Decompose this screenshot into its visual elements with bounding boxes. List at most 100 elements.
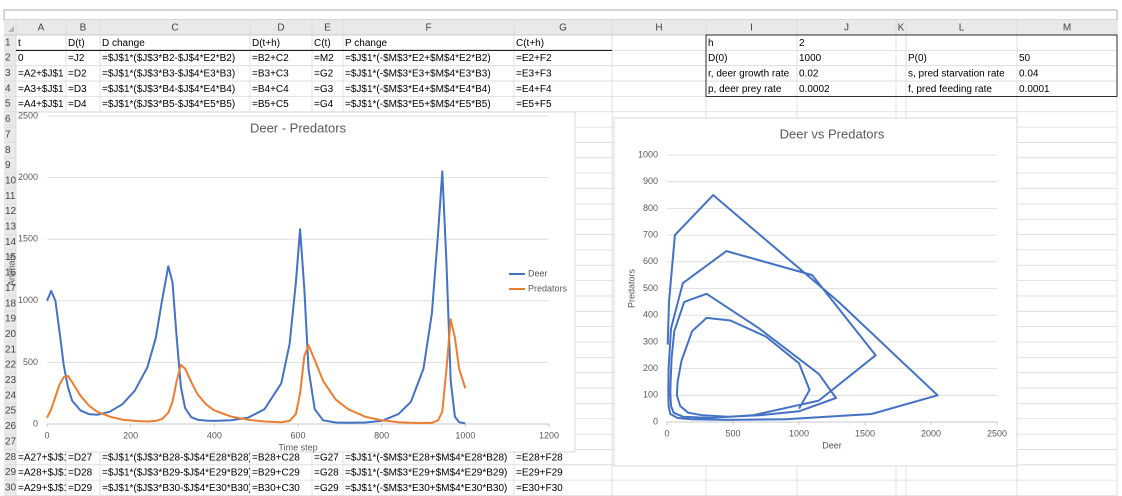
row-header[interactable]: 21	[5, 344, 17, 355]
cell-text[interactable]: =G2	[314, 69, 334, 80]
cell-text[interactable]: =$J$1*(-$M$3*E30+$M$4*E30*B30)	[345, 483, 507, 494]
cell-text[interactable]: 1000	[799, 53, 822, 64]
cell-text[interactable]: =$J$1*($J$3*B5-$J$4*E5*B5)	[102, 99, 235, 110]
cell-text[interactable]: =G29	[314, 483, 339, 494]
row-header[interactable]: 8	[5, 145, 11, 156]
row-header[interactable]: 6	[5, 114, 11, 125]
cell-text[interactable]: =A27+$J$1	[18, 452, 70, 463]
row-header[interactable]: 23	[5, 375, 17, 386]
row-header[interactable]: 7	[5, 129, 11, 140]
cell-text[interactable]: =E28+F28	[516, 452, 563, 463]
cell-text[interactable]: =A4+$J$1	[18, 99, 64, 110]
row-header[interactable]: 24	[5, 390, 17, 401]
cell-text[interactable]: =$J$1*(-$M$3*E5+$M$4*E5*B5)	[345, 99, 491, 110]
row-header[interactable]: 16	[5, 268, 17, 279]
cell-text[interactable]: f, pred feeding rate	[908, 84, 992, 95]
cell-text[interactable]: =$J$1*($J$3*B4-$J$4*E4*B4)	[102, 84, 235, 95]
row-header[interactable]: 14	[5, 237, 17, 248]
cell-text[interactable]: =$J$1*(-$M$3*E2+$M$4*E2*B2)	[345, 53, 491, 64]
row-header[interactable]: 11	[5, 191, 16, 202]
cell-text[interactable]: C(t)	[314, 38, 331, 49]
cell-text[interactable]: D(0)	[708, 53, 727, 64]
cell-text[interactable]: r, deer growth rate	[708, 69, 790, 80]
cell-text[interactable]: =B30+C30	[252, 483, 300, 494]
cell-text[interactable]: =E29+F29	[516, 468, 563, 479]
column-header[interactable]: E	[324, 23, 331, 34]
row-header[interactable]: 25	[5, 406, 17, 417]
column-header[interactable]: C	[171, 23, 178, 34]
cell-text[interactable]: p, deer prey rate	[708, 84, 782, 95]
cell-text[interactable]: 0.02	[799, 69, 819, 80]
column-header[interactable]: J	[844, 23, 849, 34]
cell-text[interactable]: 2	[799, 38, 805, 49]
cell-text[interactable]: C(t+h)	[516, 38, 544, 49]
cell-text[interactable]: =D2	[68, 69, 87, 80]
cell-text[interactable]: 0.0002	[799, 84, 830, 95]
cell-text[interactable]: =D3	[68, 84, 87, 95]
row-header[interactable]: 29	[5, 467, 17, 478]
row-header[interactable]: 20	[5, 329, 17, 340]
column-header[interactable]: M	[1063, 23, 1071, 34]
row-header[interactable]: 28	[5, 452, 17, 463]
column-header[interactable]: I	[750, 23, 753, 34]
cell-text[interactable]: =G27	[314, 452, 339, 463]
row-header[interactable]: 2	[5, 53, 11, 64]
column-header[interactable]: F	[425, 23, 431, 34]
row-header[interactable]: 13	[5, 222, 17, 233]
cell-text[interactable]: =M2	[314, 53, 334, 64]
column-header[interactable]: B	[80, 23, 87, 34]
cell-text[interactable]: D(t+h)	[252, 38, 280, 49]
cell-text[interactable]: =$J$1*($J$3*B29-$J$4*E29*B29)	[102, 468, 252, 479]
cell-text[interactable]: =B29+C29	[252, 468, 300, 479]
cell-text[interactable]: =B2+C2	[252, 53, 289, 64]
cell-text[interactable]: =B4+C4	[252, 84, 289, 95]
row-header[interactable]: 27	[5, 436, 17, 447]
cell-text[interactable]: =J2	[68, 53, 85, 64]
cell-text[interactable]: s, pred starvation rate	[908, 69, 1005, 80]
cell-text[interactable]: =$J$1*($J$3*B2-$J$4*E2*B2)	[102, 53, 235, 64]
row-header[interactable]: 10	[5, 175, 17, 186]
column-header[interactable]: L	[959, 23, 965, 34]
cell-text[interactable]: =D27	[68, 452, 93, 463]
cell-text[interactable]: t	[18, 38, 21, 49]
cell-text[interactable]: =B5+C5	[252, 99, 289, 110]
cell-text[interactable]: =E30+F30	[516, 483, 563, 494]
cell-text[interactable]: P(0)	[908, 53, 927, 64]
row-header[interactable]: 5	[5, 99, 11, 110]
cell-text[interactable]: =D29	[68, 483, 93, 494]
cell-text[interactable]: 50	[1019, 53, 1031, 64]
cell-text[interactable]: =D4	[68, 99, 87, 110]
cell-text[interactable]: =$J$1*(-$M$3*E28+$M$4*E28*B28)	[345, 452, 507, 463]
cell-text[interactable]: =$J$1*($J$3*B30-$J$4*E30*B30)	[102, 483, 252, 494]
row-header[interactable]: 15	[5, 252, 17, 263]
cell-text[interactable]: =E2+F2	[516, 53, 552, 64]
cell-text[interactable]: =$J$1*($J$3*B28-$J$4*E28*B28)	[102, 452, 252, 463]
cell-text[interactable]: =$J$1*(-$M$3*E3+$M$4*E3*B3)	[345, 69, 491, 80]
column-header[interactable]: G	[559, 23, 567, 34]
row-header[interactable]: 19	[5, 314, 17, 325]
row-header[interactable]: 12	[5, 206, 17, 217]
cell-text[interactable]: =$J$1*(-$M$3*E29+$M$4*E29*B29)	[345, 468, 507, 479]
row-header[interactable]: 17	[5, 283, 17, 294]
cell-text[interactable]: =G4	[314, 99, 334, 110]
cell-text[interactable]: =G28	[314, 468, 339, 479]
row-header[interactable]: 30	[5, 482, 17, 493]
cell-text[interactable]: =E3+F3	[516, 69, 552, 80]
cell-text[interactable]: =A28+$J$1	[18, 468, 70, 479]
cell-text[interactable]: =A3+$J$1	[18, 84, 64, 95]
cell-text[interactable]: =B3+C3	[252, 69, 289, 80]
cell-text[interactable]: 0	[18, 53, 24, 64]
cell-text[interactable]: D change	[102, 38, 145, 49]
row-header[interactable]: 4	[5, 83, 11, 94]
cell-text[interactable]: 0.04	[1019, 69, 1039, 80]
row-header[interactable]: 22	[5, 360, 17, 371]
cell-text[interactable]: h	[708, 38, 714, 49]
cell-text[interactable]: =E5+F5	[516, 99, 552, 110]
cell-text[interactable]: =E4+F4	[516, 84, 552, 95]
column-header[interactable]: D	[277, 23, 284, 34]
cell-text[interactable]: =B28+C28	[252, 452, 300, 463]
column-header[interactable]: H	[655, 23, 662, 34]
cell-text[interactable]: =A2+$J$1	[18, 69, 64, 80]
cell-text[interactable]: =$J$1*($J$3*B3-$J$4*E3*B3)	[102, 69, 235, 80]
cell-text[interactable]: =G3	[314, 84, 334, 95]
